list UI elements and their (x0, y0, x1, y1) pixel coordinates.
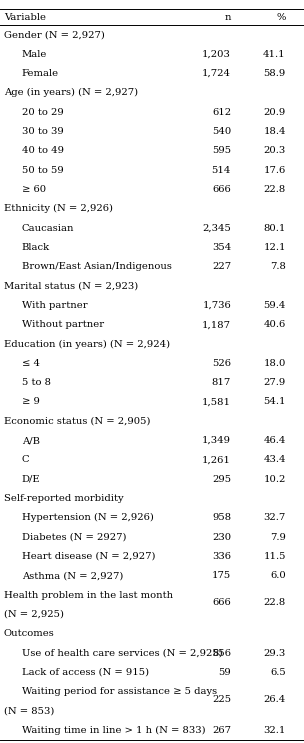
Text: 50 to 59: 50 to 59 (22, 166, 64, 175)
Text: 59: 59 (218, 668, 231, 677)
Text: Hypertension (N = 2,926): Hypertension (N = 2,926) (22, 513, 154, 522)
Text: 1,261: 1,261 (202, 455, 231, 464)
Text: 20.9: 20.9 (264, 108, 286, 117)
Text: Outcomes: Outcomes (4, 629, 54, 638)
Text: 59.4: 59.4 (263, 301, 286, 310)
Text: (N = 853): (N = 853) (4, 707, 54, 716)
Text: Brown/East Asian/Indigenous: Brown/East Asian/Indigenous (22, 262, 172, 271)
Text: 11.5: 11.5 (263, 552, 286, 561)
Text: Diabetes (N = 2927): Diabetes (N = 2927) (22, 533, 126, 542)
Text: 1,581: 1,581 (202, 398, 231, 406)
Text: 29.3: 29.3 (264, 649, 286, 658)
Text: D/E: D/E (22, 475, 40, 484)
Text: 267: 267 (212, 726, 231, 735)
Text: Waiting time in line > 1 h (N = 833): Waiting time in line > 1 h (N = 833) (22, 726, 206, 735)
Text: Waiting period for assistance ≥ 5 days: Waiting period for assistance ≥ 5 days (22, 687, 217, 696)
Text: A/B: A/B (22, 436, 40, 445)
Text: Economic status (N = 2,905): Economic status (N = 2,905) (4, 417, 150, 426)
Text: 12.1: 12.1 (263, 243, 286, 252)
Text: ≤ 4: ≤ 4 (22, 359, 40, 368)
Text: Ethnicity (N = 2,926): Ethnicity (N = 2,926) (4, 204, 113, 213)
Text: Variable: Variable (4, 13, 46, 22)
Text: ≥ 9: ≥ 9 (22, 398, 40, 406)
Text: 32.1: 32.1 (263, 726, 286, 735)
Text: 595: 595 (212, 146, 231, 155)
Text: C: C (22, 455, 29, 464)
Text: 26.4: 26.4 (264, 695, 286, 704)
Text: 20 to 29: 20 to 29 (22, 108, 64, 117)
Text: Female: Female (22, 69, 59, 78)
Text: n: n (225, 13, 231, 22)
Text: 41.1: 41.1 (263, 50, 286, 59)
Text: 80.1: 80.1 (263, 224, 286, 233)
Text: 526: 526 (212, 359, 231, 368)
Text: 32.7: 32.7 (264, 513, 286, 522)
Text: 1,349: 1,349 (202, 436, 231, 445)
Text: 666: 666 (212, 185, 231, 194)
Text: 6.5: 6.5 (270, 668, 286, 677)
Text: 856: 856 (212, 649, 231, 658)
Text: Use of health care services (N = 2,925): Use of health care services (N = 2,925) (22, 649, 223, 658)
Text: Self-reported morbidity: Self-reported morbidity (4, 494, 123, 503)
Text: 5 to 8: 5 to 8 (22, 378, 51, 387)
Text: Marital status (N = 2,923): Marital status (N = 2,923) (4, 282, 138, 291)
Text: 40.6: 40.6 (264, 320, 286, 329)
Text: 666: 666 (212, 598, 231, 607)
Text: (N = 2,925): (N = 2,925) (4, 610, 64, 619)
Text: 958: 958 (212, 513, 231, 522)
Text: Caucasian: Caucasian (22, 224, 74, 233)
Text: Gender (N = 2,927): Gender (N = 2,927) (4, 30, 105, 39)
Text: 58.9: 58.9 (264, 69, 286, 78)
Text: 514: 514 (212, 166, 231, 175)
Text: 230: 230 (212, 533, 231, 542)
Text: 30 to 39: 30 to 39 (22, 127, 64, 136)
Text: %: % (276, 13, 286, 22)
Text: 22.8: 22.8 (264, 185, 286, 194)
Text: Education (in years) (N = 2,924): Education (in years) (N = 2,924) (4, 340, 170, 348)
Text: 10.2: 10.2 (263, 475, 286, 484)
Text: 40 to 49: 40 to 49 (22, 146, 64, 155)
Text: 2,345: 2,345 (202, 224, 231, 233)
Text: 1,724: 1,724 (202, 69, 231, 78)
Text: 817: 817 (212, 378, 231, 387)
Text: 20.3: 20.3 (264, 146, 286, 155)
Text: 336: 336 (212, 552, 231, 561)
Text: 17.6: 17.6 (264, 166, 286, 175)
Text: Black: Black (22, 243, 50, 252)
Text: Heart disease (N = 2,927): Heart disease (N = 2,927) (22, 552, 155, 561)
Text: Male: Male (22, 50, 47, 59)
Text: 175: 175 (212, 571, 231, 580)
Text: 1,736: 1,736 (202, 301, 231, 310)
Text: 540: 540 (212, 127, 231, 136)
Text: 7.8: 7.8 (270, 262, 286, 271)
Text: 1,203: 1,203 (202, 50, 231, 59)
Text: 295: 295 (212, 475, 231, 484)
Text: 27.9: 27.9 (264, 378, 286, 387)
Text: 7.9: 7.9 (270, 533, 286, 542)
Text: 54.1: 54.1 (263, 398, 286, 406)
Text: 6.0: 6.0 (270, 571, 286, 580)
Text: Asthma (N = 2,927): Asthma (N = 2,927) (22, 571, 123, 580)
Text: 227: 227 (212, 262, 231, 271)
Text: Age (in years) (N = 2,927): Age (in years) (N = 2,927) (4, 88, 138, 97)
Text: 18.4: 18.4 (263, 127, 286, 136)
Text: 1,187: 1,187 (202, 320, 231, 329)
Text: 225: 225 (212, 695, 231, 704)
Text: 46.4: 46.4 (263, 436, 286, 445)
Text: With partner: With partner (22, 301, 88, 310)
Text: ≥ 60: ≥ 60 (22, 185, 46, 194)
Text: Without partner: Without partner (22, 320, 104, 329)
Text: 43.4: 43.4 (263, 455, 286, 464)
Text: 354: 354 (212, 243, 231, 252)
Text: Health problem in the last month: Health problem in the last month (4, 591, 173, 600)
Text: 612: 612 (212, 108, 231, 117)
Text: Lack of access (N = 915): Lack of access (N = 915) (22, 668, 149, 677)
Text: 18.0: 18.0 (263, 359, 286, 368)
Text: 22.8: 22.8 (264, 598, 286, 607)
